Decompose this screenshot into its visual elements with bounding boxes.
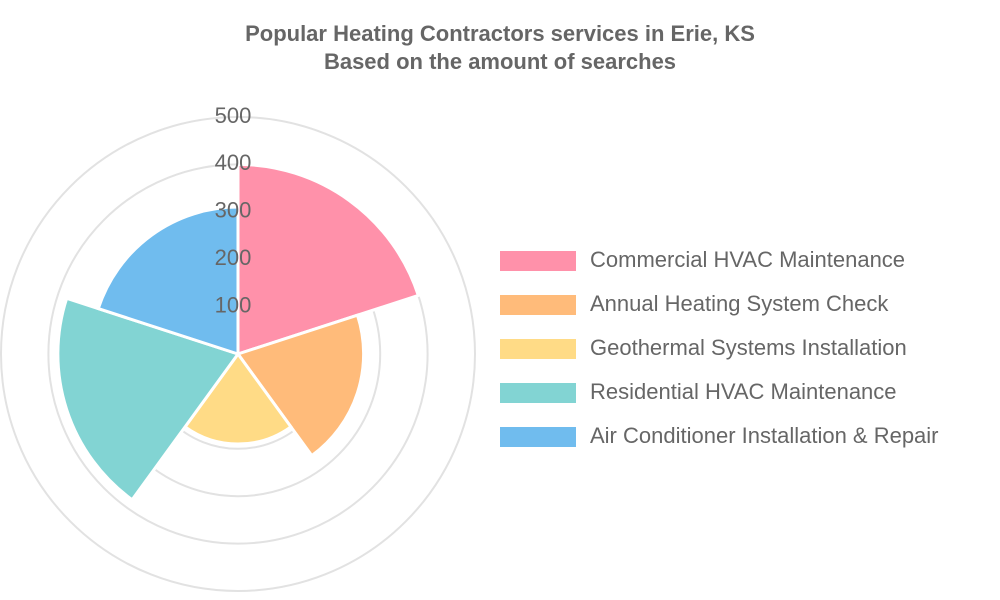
chart-subtitle: Based on the amount of searches — [324, 49, 676, 74]
legend-swatch — [500, 339, 576, 359]
ticks: 100 200 300 400 500 — [215, 103, 252, 318]
chart-title: Popular Heating Contractors services in … — [245, 21, 755, 46]
legend-swatch — [500, 427, 576, 447]
legend-swatch — [500, 383, 576, 403]
r-tick-label: 100 — [215, 292, 252, 317]
segments — [56, 162, 421, 502]
r-tick-label: 300 — [215, 198, 252, 223]
segment — [235, 313, 366, 458]
legend-label: Commercial HVAC Maintenance — [590, 247, 905, 272]
legend-label: Residential HVAC Maintenance — [590, 379, 897, 404]
legend-label: Geothermal Systems Installation — [590, 335, 907, 360]
legend-label: Annual Heating System Check — [590, 291, 889, 316]
segment — [96, 205, 240, 357]
legend-label: Air Conditioner Installation & Repair — [590, 423, 939, 448]
r-tick-label: 500 — [215, 103, 252, 128]
segment — [56, 296, 241, 502]
segment — [182, 351, 294, 446]
segment — [236, 162, 421, 357]
grid-ring — [0, 116, 476, 592]
legend-swatch — [500, 251, 576, 271]
r-tick-label: 200 — [215, 245, 252, 270]
r-tick-label: 400 — [215, 150, 252, 175]
legend-swatch — [500, 295, 576, 315]
